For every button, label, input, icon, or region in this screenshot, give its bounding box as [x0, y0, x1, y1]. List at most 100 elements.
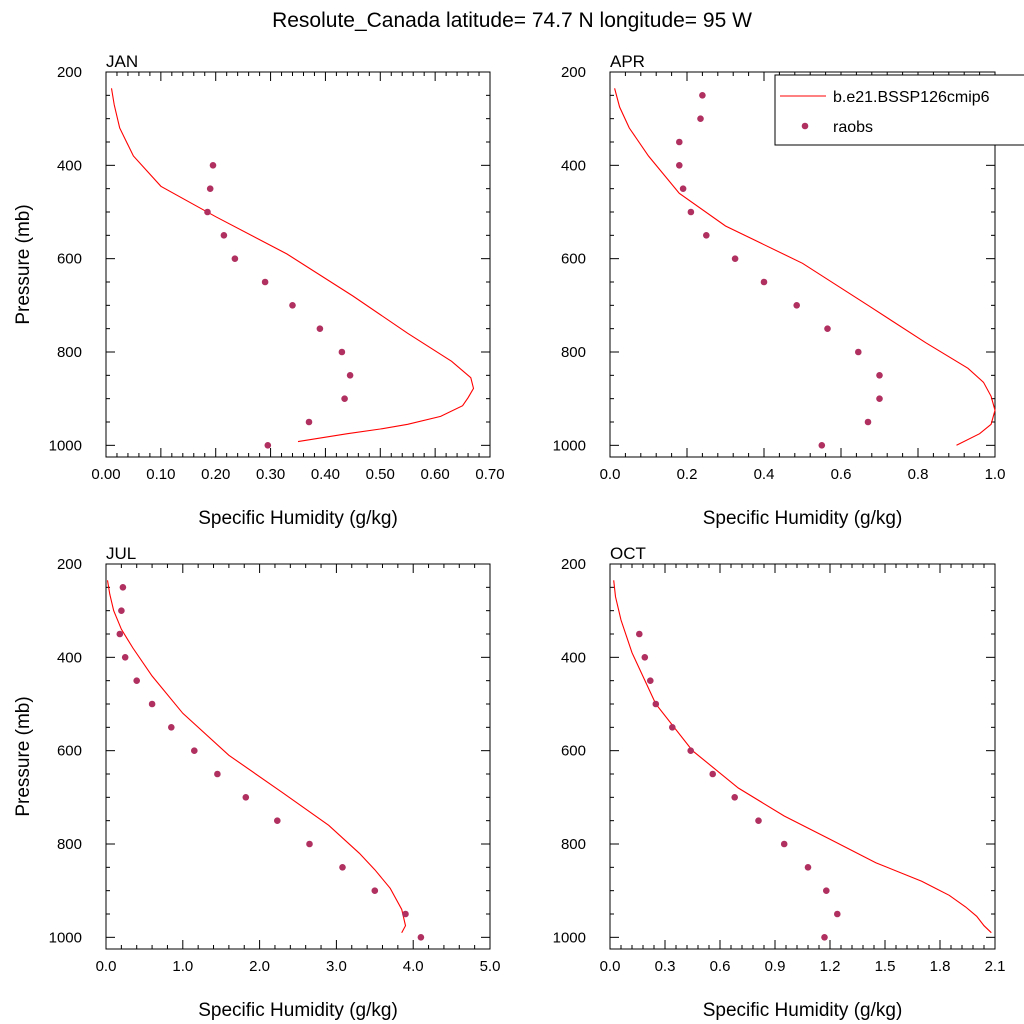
x-tick-label: 0.6: [710, 958, 731, 975]
x-tick-label: 0.20: [201, 466, 230, 483]
raobs-point: [338, 348, 346, 356]
panel-title: OCT: [610, 544, 646, 563]
x-tick-label: 1.5: [875, 958, 896, 975]
x-tick-label: 0.9: [765, 958, 786, 975]
y-tick-label: 400: [57, 157, 82, 174]
raobs-point: [703, 232, 710, 239]
raobs-point: [206, 185, 214, 192]
legend-obs-swatch: [801, 122, 809, 130]
raobs-point: [636, 630, 643, 638]
y-axis-label: Pressure (mb): [13, 204, 34, 324]
x-tick-label: 1.0: [172, 958, 193, 975]
raobs-point: [402, 910, 409, 918]
raobs-point: [709, 770, 716, 778]
y-tick-label: 800: [57, 836, 82, 853]
raobs-point: [647, 677, 654, 684]
raobs-point: [168, 724, 175, 731]
raobs-point: [804, 864, 812, 871]
raobs-point: [231, 255, 239, 262]
raobs-point: [876, 395, 883, 403]
y-tick-label: 200: [561, 556, 586, 573]
raobs-point: [133, 677, 140, 684]
panel-jan: JAN 0.00 0.10 0.20 0.30 0.40 0.50 0.60 0.70 200 40…: [13, 52, 505, 529]
x-tick-label: 0.0: [600, 958, 621, 975]
x-tick-label: 3.0: [326, 958, 347, 975]
raobs-point: [755, 817, 762, 824]
model-profile-line: [106, 580, 407, 933]
x-tick-label: 0.3: [655, 958, 676, 975]
x-tick-label: 0.00: [91, 466, 120, 483]
x-tick-label: 0.60: [421, 466, 450, 483]
raobs-point: [824, 325, 831, 333]
y-tick-label: 600: [561, 251, 586, 268]
x-tick-label: 1.2: [820, 958, 841, 975]
raobs-point: [731, 794, 738, 801]
x-tick-label: 4.0: [403, 958, 424, 975]
raobs-point: [676, 138, 683, 146]
model-profile-line: [110, 88, 475, 443]
x-tick-label: 0.70: [475, 466, 504, 483]
raobs-point: [316, 325, 324, 333]
raobs-point: [652, 700, 660, 708]
raobs-point: [341, 395, 348, 403]
x-tick-label: 0.30: [256, 466, 285, 483]
x-tick-label: 0.0: [96, 958, 117, 975]
plot-frame: [609, 563, 996, 950]
x-tick-label: 0.10: [146, 466, 175, 483]
x-tick-label: 1.0: [985, 466, 1006, 483]
legend-model-label: b.e21.BSSP126cmip6: [833, 89, 990, 106]
raobs-point: [760, 278, 768, 286]
raobs-point: [818, 442, 826, 449]
raobs-point: [855, 348, 862, 356]
x-tick-label: 0.8: [908, 466, 929, 483]
raobs-point: [274, 817, 281, 824]
raobs-point: [834, 910, 841, 918]
raobs-point: [346, 372, 354, 379]
model-profile-line: [613, 580, 992, 934]
legend-obs-label: raobs: [833, 119, 873, 136]
panel-title: JAN: [106, 52, 138, 71]
x-axis-label: Specific Humidity (g/kg): [198, 1000, 398, 1021]
raobs-point: [191, 747, 198, 754]
y-tick-label: 400: [561, 157, 586, 174]
raobs-point: [780, 840, 788, 848]
panel-title: JUL: [106, 544, 136, 563]
y-axis-label: Pressure (mb): [13, 696, 34, 816]
y-tick-label: 800: [57, 344, 82, 361]
x-tick-label: 0.2: [677, 466, 698, 483]
raobs-point: [687, 208, 695, 216]
raobs-point: [864, 418, 872, 426]
raobs-point: [679, 185, 687, 192]
raobs-point: [148, 700, 156, 708]
x-axis-label: Specific Humidity (g/kg): [703, 508, 903, 529]
raobs-point: [339, 864, 346, 871]
x-tick-label: 0.50: [366, 466, 395, 483]
y-tick-label: 200: [57, 64, 82, 81]
y-tick-label: 800: [561, 344, 586, 361]
raobs-point: [116, 630, 124, 638]
y-tick-label: 600: [57, 251, 82, 268]
raobs-point: [731, 255, 739, 262]
legend: b.e21.BSSP126cmip6 raobs: [774, 74, 1024, 146]
y-tick-label: 1000: [49, 929, 82, 946]
raobs-point: [823, 887, 830, 894]
y-tick-label: 200: [561, 64, 586, 81]
x-tick-label: 5.0: [480, 958, 501, 975]
panel-oct: OCT 0.0 0.3 0.6 0.9 1.2 1.5 1.8 2.1 200 400 600 800 1…: [553, 544, 1006, 1021]
raobs-point: [305, 418, 313, 426]
raobs-point: [371, 887, 379, 894]
raobs-point: [641, 654, 649, 661]
raobs-point: [220, 232, 228, 239]
x-tick-label: 2.0: [249, 958, 270, 975]
raobs-point: [793, 302, 800, 309]
raobs-point: [417, 934, 425, 941]
raobs-point: [214, 770, 221, 778]
x-axis-label: Specific Humidity (g/kg): [198, 508, 398, 529]
raobs-point: [699, 92, 706, 99]
raobs-point: [306, 840, 313, 848]
plot-frame: [105, 563, 491, 950]
raobs-point: [821, 934, 828, 941]
raobs-point: [209, 162, 217, 169]
